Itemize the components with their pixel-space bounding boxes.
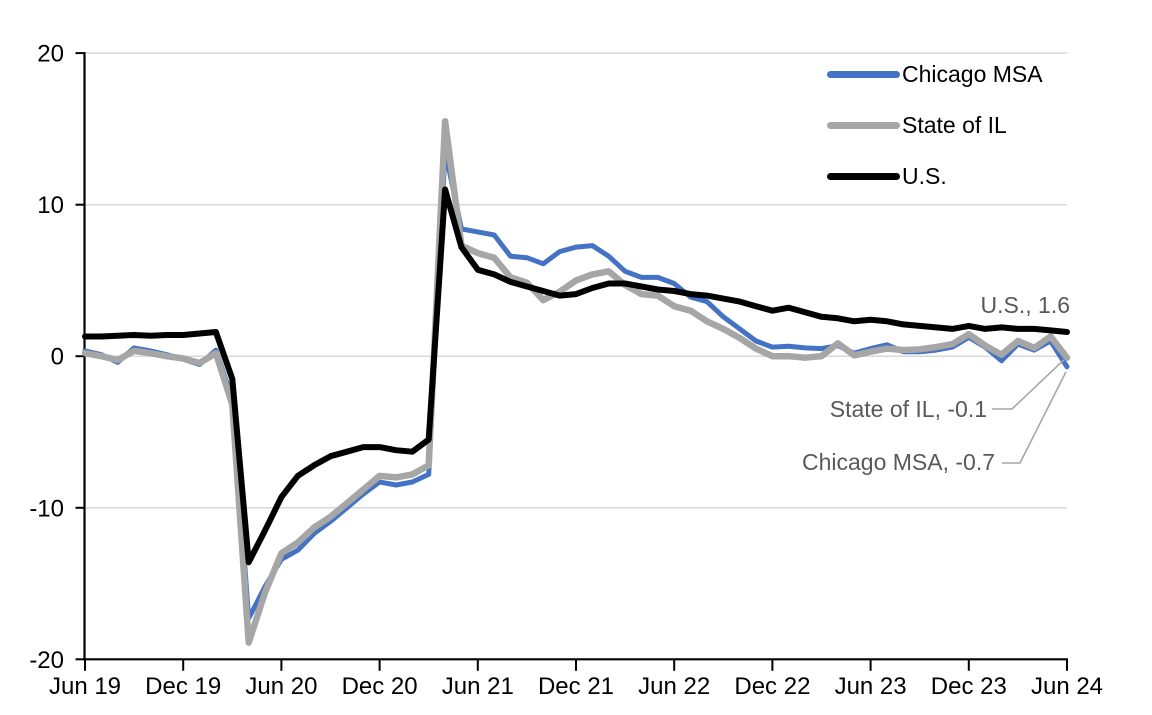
legend-label-us: U.S. [902,163,947,189]
y-axis-tick-label: -20 [29,647,64,674]
legend-item-us: U.S. [827,151,1043,202]
x-axis-tick-label: Dec 20 [342,673,418,700]
y-axis-tick-label: 0 [51,344,64,371]
legend-swatch-state-of-il [827,122,900,129]
annotation-chicago-msa-last-value: Chicago MSA, -0.7 [801,449,995,475]
legend-swatch-us [827,173,900,180]
x-axis-tick-label: Jun 24 [1031,673,1103,700]
leader-line-chicago-msa [1002,371,1067,464]
annotation-us-last-value: U.S., 1.6 [980,292,1070,318]
series-line-u-s [82,186,1070,566]
legend-label-state-of-il: State of IL [902,112,1007,138]
y-axis-tick-label: 20 [37,41,64,68]
x-axis-tick-label: Jun 23 [835,673,907,700]
legend-label-chicago-msa: Chicago MSA [902,61,1043,87]
x-axis-tick-label: Dec 22 [734,673,810,700]
y-axis-tick-label: -10 [29,495,64,522]
legend-item-state-of-il: State of IL [827,100,1043,151]
x-axis-tick-label: Dec 19 [145,673,221,700]
series-line-state-of-il [81,118,1071,646]
leader-line-state-of-il [992,359,1065,410]
x-axis-tick-label: Dec 23 [931,673,1007,700]
x-axis-tick-label: Jun 22 [638,673,710,700]
legend-swatch-chicago-msa [827,71,900,78]
x-axis-tick-label: Jun 20 [245,673,317,700]
y-axis-tick-label: 10 [37,192,64,219]
x-axis-tick-label: Dec 21 [538,673,614,700]
x-axis-tick-label: Jun 21 [442,673,514,700]
legend: Chicago MSA State of IL U.S. [827,49,1043,202]
legend-item-chicago-msa: Chicago MSA [827,49,1043,100]
annotation-state-of-il-last-value: State of IL, -0.1 [829,396,987,422]
x-axis-tick-label: Jun 19 [49,673,121,700]
